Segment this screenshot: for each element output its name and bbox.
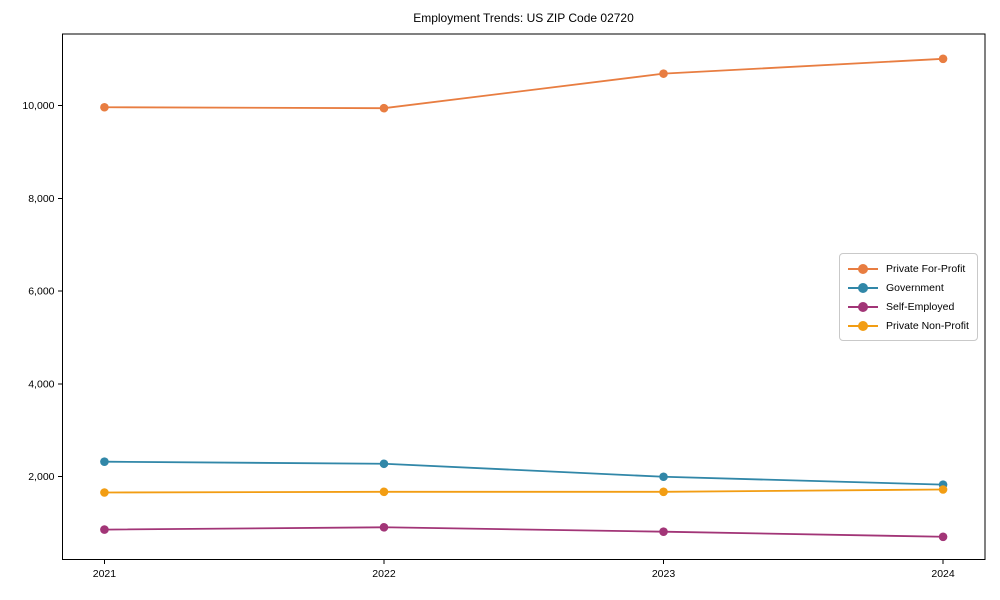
series-line-self-employed	[103, 526, 944, 538]
x-tick-label: 2024	[931, 568, 955, 580]
legend-marker-icon	[848, 282, 878, 293]
y-tick-label: 10,000	[22, 100, 54, 112]
data-point-self-employed	[659, 527, 668, 536]
legend-item-government: Government	[848, 278, 969, 297]
legend-item-self-employed: Self-Employed	[848, 297, 969, 316]
legend-label: Self-Employed	[886, 300, 955, 313]
chart-title: Employment Trends: US ZIP Code 02720	[413, 11, 634, 25]
legend-label: Private For-Profit	[886, 262, 966, 275]
y-tick-label: 6,000	[28, 286, 54, 298]
data-point-government	[379, 459, 389, 469]
y-tick-label: 4,000	[28, 378, 54, 390]
data-point-government	[100, 457, 109, 466]
series-line-government	[103, 460, 944, 486]
data-point-private-for-profit	[379, 103, 389, 113]
data-point-private-for-profit	[938, 54, 948, 64]
x-tick-label: 2023	[652, 568, 676, 580]
legend-marker-icon	[848, 301, 878, 312]
data-point-private-non-profit	[938, 485, 948, 494]
data-point-private-non-profit	[659, 487, 668, 497]
data-point-government	[659, 472, 668, 482]
data-point-private-non-profit	[379, 487, 389, 497]
legend-item-private-for-profit: Private For-Profit	[848, 259, 969, 278]
legend-item-private-non-profit: Private Non-Profit	[848, 316, 969, 335]
series-line-private-non-profit	[103, 488, 944, 494]
legend-label: Government	[886, 281, 944, 294]
data-point-private-for-profit	[100, 102, 109, 112]
y-tick-label: 8,000	[28, 193, 54, 205]
legend-marker-icon	[848, 320, 878, 331]
series-line-private-for-profit	[103, 57, 944, 110]
plot-frame	[61, 33, 986, 561]
data-point-self-employed	[100, 525, 109, 534]
x-tick-label: 2021	[93, 568, 117, 580]
data-point-self-employed	[379, 522, 389, 532]
data-point-private-for-profit	[659, 69, 668, 78]
legend-marker-icon	[848, 263, 878, 274]
x-tick-label: 2022	[372, 568, 396, 580]
data-point-self-employed	[938, 532, 948, 542]
y-tick-label: 2,000	[28, 471, 54, 483]
legend: Private For-Profit Government Self-Employe…	[839, 253, 978, 341]
legend-label: Private Non-Profit	[886, 319, 969, 332]
data-point-private-non-profit	[100, 488, 109, 497]
